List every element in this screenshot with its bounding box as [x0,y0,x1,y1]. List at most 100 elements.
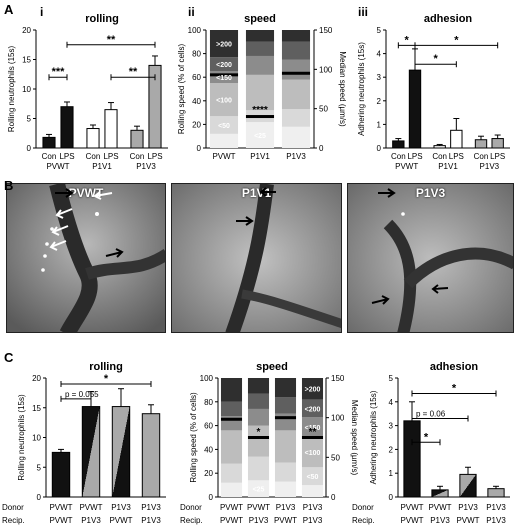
stack-segment [274,378,297,398]
bar [141,413,161,498]
y2-tick-label: 100 [319,65,333,74]
panel-label-c: C [4,350,14,365]
y-tick-label: 5 [37,463,42,472]
row-label-donor: Donor [2,503,24,512]
stack-segment [281,30,311,42]
bin-label: <100 [305,450,321,457]
donor-label: PVWT [247,503,270,512]
bar [104,109,118,149]
bin-label: >200 [216,42,232,49]
recip-label: P1V3 [81,516,101,525]
stack-segment [281,59,311,80]
micro-arrows [49,187,449,305]
donor-label: PVWT [400,503,423,512]
stack-segment [245,30,275,42]
chart-title: rolling [85,13,119,25]
recip-label: PVWT [274,516,297,525]
category-label: P1V1 [250,152,270,161]
stack-segment [274,462,297,482]
group-label: P1V3 [136,162,156,171]
y-tick-label: 60 [192,73,201,82]
bar [431,489,449,498]
bar-label: Con [130,152,145,161]
bin-label: <150 [216,75,232,82]
sig-label: * [405,34,410,46]
stack-segment [301,378,324,400]
y-tick-label: 5 [377,26,382,35]
y-tick-label: 4 [377,50,382,59]
bar-label: Con [86,152,101,161]
y-tick-label: 20 [32,374,41,383]
sig-label: p = 0.055 [65,390,99,399]
y-axis-label: Rolling speed (% of cells) [177,44,186,135]
y-tick-label: 10 [22,85,31,94]
recip-label: P1V3 [249,516,269,525]
chart-C-iii: adhesion 0 1 2 3 4 5 Adhering neutrophils (15s)… [352,361,510,525]
y-axis-label: Rolling neutrophils (15s) [7,46,16,133]
y-axis-label: Adhering neutrophils (15s) [369,390,378,484]
y-axis-label: Rolling neutrophils (15s) [17,394,26,481]
bar [392,140,405,149]
row-label-recip: Recip. [352,516,375,525]
donor-label: P1V3 [486,503,506,512]
y-tick-label: 0 [197,144,202,153]
donor-label: P1V3 [111,503,131,512]
chart-A-iii: adhesion 0 1 2 3 4 5 Adhering neutrophils (15s)… [357,13,510,171]
donor-label: PVWT [49,503,72,512]
group-label: P1V1 [92,162,112,171]
stack-segment [274,397,297,414]
sig-label: * [454,34,459,46]
bar-label: LPS [59,152,74,161]
median-line [301,436,324,439]
stack-segment [220,378,243,402]
bar-label: LPS [407,152,422,161]
donor-label: P1V3 [458,503,478,512]
bar [81,406,101,498]
sig-label: * [104,373,109,385]
y-tick-label: 20 [22,26,31,35]
stack-segment [209,83,239,117]
median-line [209,73,239,77]
stack-segment [245,55,275,75]
stack-segment [220,463,243,483]
stack-segment [274,430,297,463]
median-line [247,436,270,439]
y-tick-label: 80 [204,398,213,407]
y-axis-label: Adhering neutrophils (15s) [357,42,366,136]
row-label-recip: Recip. [180,516,203,525]
bar-label: Con [42,152,57,161]
chart-title: rolling [89,361,123,373]
sub-label-iii: iii [358,5,368,19]
sig-label: ** [129,66,138,78]
micro-panel-pvwt: PVWT [6,183,166,333]
bar [86,128,100,149]
y-tick-label: 100 [188,26,202,35]
category-label: P1V3 [286,152,306,161]
donor-label: P1V3 [303,503,323,512]
stack-segment [247,456,270,481]
sig-label: p = 0.06 [416,409,446,418]
stack-segment [281,126,311,148]
recip-label: PVWT [220,516,243,525]
category-label: PVWT [212,152,235,161]
y-tick-label: 2 [389,445,394,454]
stack-segment [209,57,239,72]
chart-title: speed [256,361,288,373]
bar-label: LPS [103,152,118,161]
group-label: P1V1 [438,162,458,171]
bin-label: >200 [305,387,321,394]
chart-title: adhesion [424,13,473,25]
recip-label: PVWT [49,516,72,525]
bar-label: Con [432,152,447,161]
y-axis-label: Rolling speed (% of cells) [189,392,198,483]
bar-label: Con [474,152,489,161]
stack-segment [220,401,243,417]
y-tick-label: 15 [32,404,41,413]
row-label-donor: Donor [180,503,202,512]
stack-segment [209,30,239,58]
stack-segment [247,480,270,497]
stack-segment [245,41,275,56]
y-tick-label: 40 [204,445,213,454]
